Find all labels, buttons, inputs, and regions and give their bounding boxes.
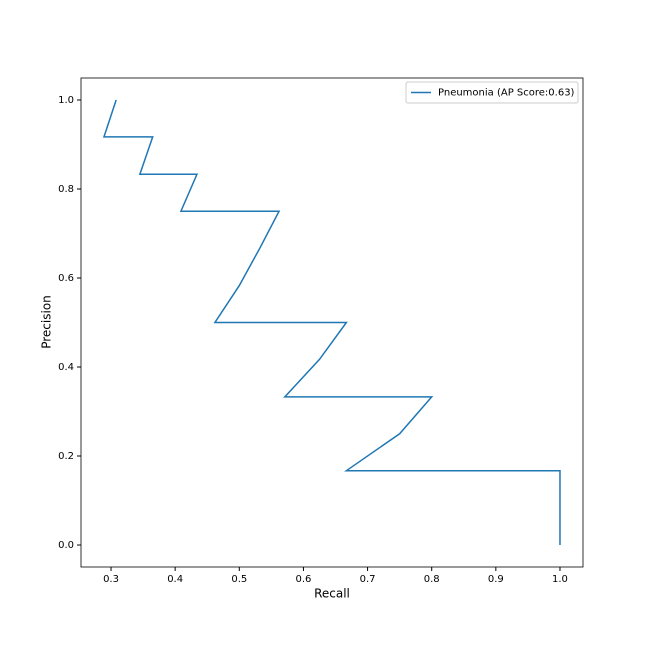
line-series xyxy=(102,99,561,546)
y-tick-label: 0.0 xyxy=(58,540,74,551)
y-tick-label: 0.4 xyxy=(58,362,74,373)
x-tick-label: 0.6 xyxy=(295,574,311,585)
x-tick-label: 0.9 xyxy=(488,574,504,585)
x-tick-label: 0.4 xyxy=(167,574,183,585)
y-tick-label: 0.8 xyxy=(58,184,74,195)
x-tick-label: 0.7 xyxy=(360,574,376,585)
x-tick-label: 0.8 xyxy=(424,574,440,585)
x-tick-label: 0.3 xyxy=(103,574,119,585)
y-tick-label: 1.0 xyxy=(58,95,74,106)
y-tick-label: 0.6 xyxy=(58,273,74,284)
y-tick-label: 0.2 xyxy=(58,451,74,462)
x-tick-label: 0.5 xyxy=(231,574,247,585)
x-axis-label: Recall xyxy=(314,587,350,601)
legend-label: Pneumonia (AP Score:0.63) xyxy=(438,88,575,99)
plot-frame xyxy=(80,77,584,568)
x-tick-label: 1.0 xyxy=(552,574,568,585)
y-axis-label: Precision xyxy=(40,295,54,349)
legend-box xyxy=(405,81,579,104)
